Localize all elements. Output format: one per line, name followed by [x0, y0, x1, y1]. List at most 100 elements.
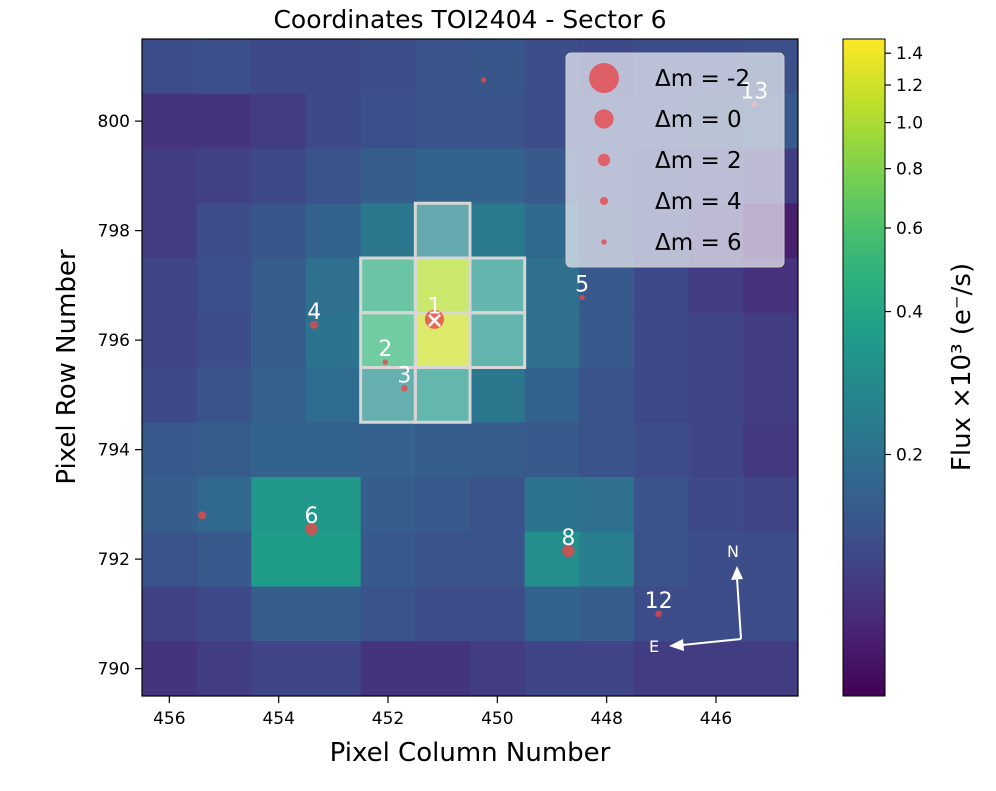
- heatmap-cell: [142, 258, 198, 314]
- heatmap-cell: [251, 586, 307, 642]
- heatmap-cell: [634, 312, 690, 369]
- x-axis-label: Pixel Column Number: [330, 738, 611, 768]
- heatmap-cell: [470, 258, 526, 314]
- colorbar-tick-label: 1.2: [896, 76, 923, 96]
- star-label: 12: [645, 589, 673, 614]
- aperture-pixel: [413, 366, 472, 424]
- heatmap-cell: [251, 641, 307, 696]
- heatmap-cell: [360, 531, 416, 588]
- heatmap-cell: [415, 258, 471, 314]
- heatmap-cell: [524, 367, 580, 423]
- heatmap-cell: [415, 641, 471, 696]
- heatmap-cell: [360, 367, 416, 423]
- heatmap-cell: [743, 531, 798, 588]
- heatmap-cell: [524, 312, 580, 369]
- heatmap-cell: [360, 641, 416, 696]
- y-tick-label: 790: [98, 660, 130, 680]
- heatmap-cell: [251, 312, 307, 369]
- heatmap-cell: [360, 148, 416, 204]
- heatmap-cell: [306, 203, 362, 259]
- heatmap-cell: [196, 641, 252, 696]
- target-marker: ×: [425, 308, 443, 333]
- heatmap-cell: [142, 531, 198, 588]
- heatmap-cell: [306, 367, 362, 423]
- colorbar-frame: [842, 38, 886, 697]
- heatmap-cell: [306, 586, 362, 642]
- star-label: 2: [378, 337, 392, 362]
- y-tick-label: 796: [98, 331, 130, 351]
- aperture-pixel: [359, 366, 417, 424]
- heatmap-cell: [470, 422, 526, 478]
- compass-east-label: E: [649, 637, 659, 656]
- heatmap-cell: [251, 203, 307, 259]
- heatmap-cell: [306, 531, 362, 588]
- heatmap-cell: [196, 477, 252, 533]
- colorbar-ticks: 1.4 1.2 1.0 0.8 0.6 0.4 0.2: [885, 44, 923, 465]
- legend-label: Δm = 2: [655, 148, 742, 174]
- legend-box: [565, 52, 785, 268]
- heatmap-cell: [470, 367, 526, 423]
- heatmap-cell: [415, 586, 471, 642]
- heatmap-cell: [306, 93, 362, 150]
- heatmap-cell: [251, 367, 307, 423]
- star-marker: [424, 309, 445, 329]
- star-label: 3: [397, 363, 411, 388]
- heatmap-cell: [360, 312, 416, 369]
- heatmap-cell: [579, 586, 635, 642]
- heatmap-cell: [142, 586, 198, 642]
- star-marker: [401, 384, 408, 392]
- legend: Δm = -2 Δm = 0 Δm = 2 Δm = 4 Δm = 6: [565, 52, 785, 268]
- heatmap-cell: [415, 477, 471, 533]
- heatmap-cell: [251, 93, 307, 150]
- chart-title: Coordinates TOI2404 - Sector 6: [273, 5, 666, 34]
- heatmap-cell: [579, 641, 635, 696]
- heatmap-cell: [306, 148, 362, 204]
- star-marker: [382, 359, 388, 365]
- heatmap-cell: [251, 531, 307, 588]
- heatmap-cell: [470, 586, 526, 642]
- aperture-pixel: [413, 256, 472, 315]
- colorbar-tick-label: 1.4: [896, 44, 923, 64]
- heatmap-cell: [579, 312, 635, 369]
- heatmap-cell: [196, 203, 252, 259]
- colorbar-tick-label: 0.2: [896, 445, 923, 465]
- heatmap-cell: [142, 422, 198, 478]
- heatmap-cell: [524, 422, 580, 478]
- heatmap-cell: [251, 422, 307, 478]
- heatmap-cell: [196, 39, 252, 95]
- aperture-pixel: [468, 311, 527, 369]
- compass-north-label: N: [727, 542, 739, 561]
- star-marker: [305, 522, 318, 536]
- heatmap-cell: [415, 148, 471, 204]
- heatmap-cell: [142, 39, 198, 95]
- colorbar-tick-label: 0.4: [896, 303, 923, 323]
- colorbar-tick-label: 1.0: [896, 114, 923, 134]
- star-label: 8: [561, 526, 575, 551]
- heatmap-cell: [743, 477, 798, 533]
- heatmap-cell: [360, 93, 416, 150]
- y-tick-label: 794: [98, 441, 130, 461]
- heatmap-cell: [743, 586, 798, 642]
- heatmap-cell: [415, 531, 471, 588]
- heatmap-cell: [688, 367, 744, 423]
- aperture-pixel: [468, 256, 527, 315]
- heatmap-cell: [634, 641, 690, 696]
- heatmap-cell: [470, 312, 526, 369]
- heatmap-cell: [579, 367, 635, 423]
- heatmap-cell: [360, 477, 416, 533]
- heatmap-cell: [470, 93, 526, 150]
- heatmap-cell: [688, 641, 744, 696]
- plot-frame: [141, 38, 799, 697]
- compass: NE: [649, 542, 743, 656]
- star-label: 4: [307, 300, 321, 325]
- heatmap-cell: [306, 422, 362, 478]
- aperture-mask: [359, 201, 527, 424]
- heatmap-cell: [579, 422, 635, 478]
- heatmap-cell: [142, 93, 198, 150]
- heatmap-cell: [142, 477, 198, 533]
- heatmap-cell: [743, 312, 798, 369]
- heatmap-cell: [688, 312, 744, 369]
- heatmap-cell: [524, 641, 580, 696]
- aperture-pixel: [359, 256, 417, 315]
